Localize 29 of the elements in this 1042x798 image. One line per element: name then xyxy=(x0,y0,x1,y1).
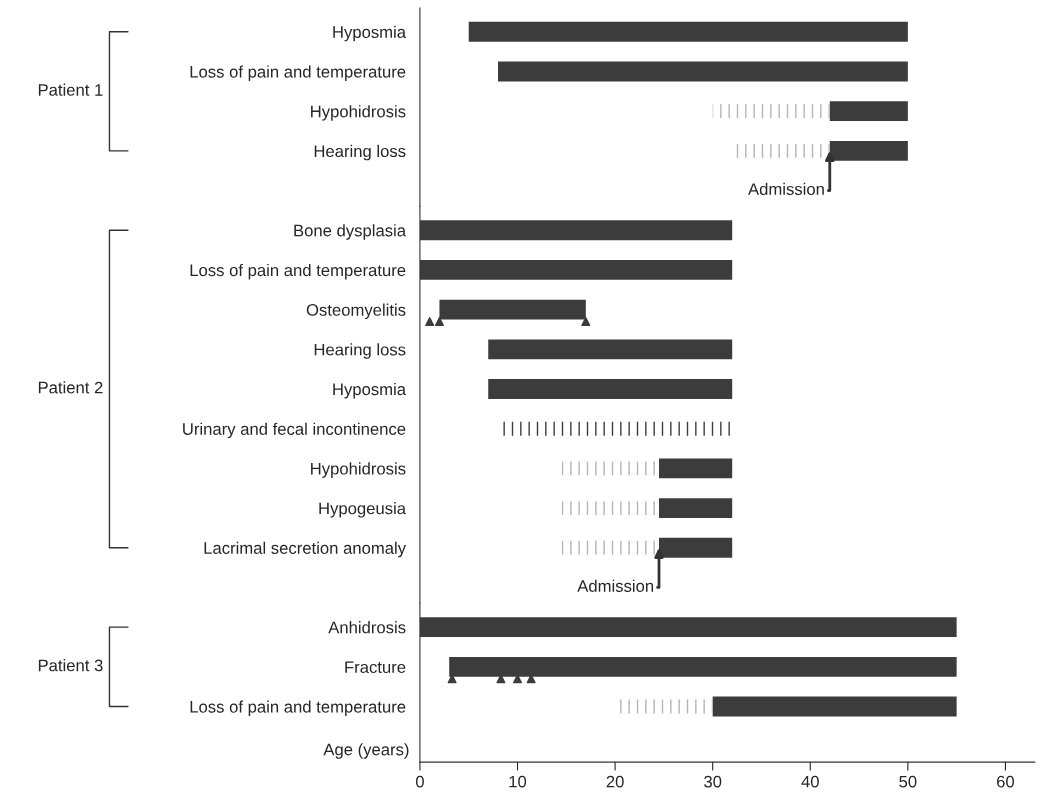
y-tick-label: Osteomyelitis xyxy=(306,303,406,320)
y-tick-label: Fracture xyxy=(345,661,406,674)
y-tick-label: Urinary and fecal incontinence xyxy=(183,422,406,439)
x-tick-label: 30 xyxy=(704,775,722,788)
y-tick-label: Anhidrosis xyxy=(328,621,406,634)
text: Patient 1 xyxy=(38,83,103,96)
y-tick-label: Hyposmia xyxy=(333,25,407,42)
y-tick-label: Loss of pain and temperature xyxy=(190,700,406,717)
x-tick-label: 10 xyxy=(509,775,527,788)
x-tick-label: 20 xyxy=(606,775,624,788)
y-tick-label: Lacrimal secretion anomaly xyxy=(204,541,407,558)
y-tick-label: Loss of pain and temperature xyxy=(190,263,406,280)
x-tick-label: 50 xyxy=(899,775,917,788)
annotation: Admission xyxy=(748,182,824,196)
x-tick-label: 40 xyxy=(801,775,819,788)
x-axis-title: Age (years) xyxy=(323,743,409,759)
text: Patient 2 xyxy=(38,381,103,394)
x-tick-label: 0 xyxy=(415,775,424,788)
y-tick-label: Hypogeusia xyxy=(319,502,407,518)
x-tick-label: 60 xyxy=(997,775,1015,788)
y-tick-label: Hyposmia xyxy=(333,382,407,399)
y-tick-label: Bone dysplasia xyxy=(294,224,407,240)
y-tick-label: Hypohidrosis xyxy=(311,462,406,478)
annotation: Admission xyxy=(577,579,654,592)
y-tick-label: Hypohidrosis xyxy=(311,105,406,121)
y-tick-label: Loss of pain and temperature xyxy=(190,65,406,81)
y-tick-label: Hearing loss xyxy=(314,343,406,359)
y-tick-label: Hearing loss xyxy=(314,144,406,161)
text: Patient 3 xyxy=(38,659,103,672)
